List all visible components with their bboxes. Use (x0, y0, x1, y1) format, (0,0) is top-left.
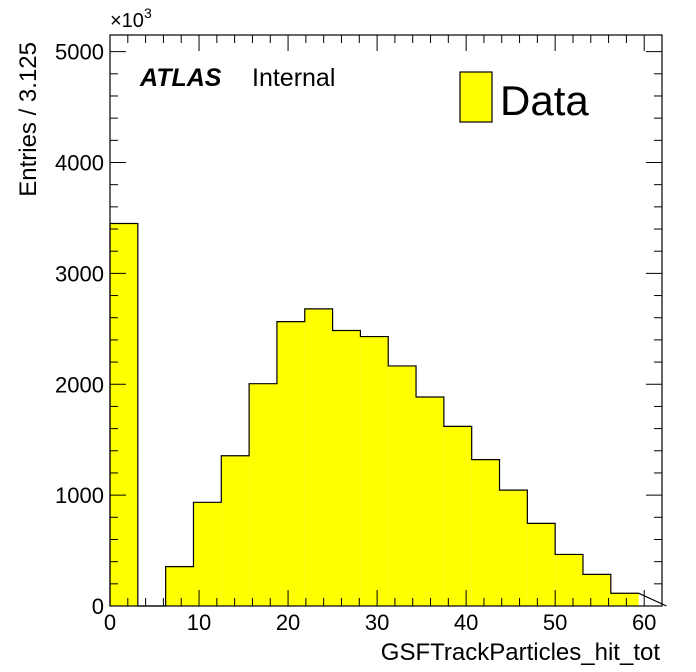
histogram-bar (332, 330, 361, 606)
histogram-bar (249, 383, 277, 606)
histogram-outline (109, 222, 667, 607)
histogram-bar (165, 566, 194, 606)
histogram-bar (499, 490, 528, 606)
histogram-bar (555, 554, 583, 606)
x-tick-label: 20 (276, 610, 300, 635)
x-axis-title: GSFTrackParticles_hit_tot (381, 639, 661, 666)
histogram-bar (610, 593, 639, 606)
x-tick-label: 30 (365, 610, 389, 635)
plot-frame (109, 34, 663, 607)
y-tick-label: 0 (92, 594, 104, 619)
histogram-bar (221, 455, 250, 606)
histogram-bars (109, 222, 667, 607)
histogram-bar (582, 574, 611, 606)
y-tick-label: 1000 (55, 483, 104, 508)
histogram-bar (110, 223, 138, 606)
histogram-bar (360, 336, 389, 606)
x-tick-label: 0 (104, 610, 116, 635)
axis-ticks (109, 35, 663, 607)
legend-label: Data (500, 77, 589, 124)
x-tick-label: 60 (632, 610, 656, 635)
legend-swatch (459, 71, 493, 123)
histogram-bar (304, 308, 333, 606)
atlas-label: ATLAS (139, 64, 222, 92)
histogram-bar (471, 459, 500, 606)
y-tick-label: 4000 (55, 151, 104, 176)
histogram-bar (416, 397, 444, 606)
x-tick-label: 10 (187, 610, 211, 635)
histogram-bar (388, 365, 417, 606)
y-tick-label: 2000 (55, 372, 104, 397)
x-tick-label: 40 (454, 610, 478, 635)
internal-label: Internal (252, 64, 335, 92)
y-tick-label: 5000 (55, 40, 104, 65)
histogram-bar (276, 321, 305, 606)
histogram-bar (443, 426, 472, 606)
y-axis-title: Entries / 3.125 (15, 42, 42, 197)
tick-labels: 0 10 20 30 40 50 60 0 1000 2000 3000 4000 5000 (55, 40, 656, 635)
x-tick-label: 50 (543, 610, 567, 635)
y-tick-label: 3000 (55, 261, 104, 286)
y-axis-multiplier: ×103 (110, 5, 152, 32)
histogram-bar (193, 502, 222, 606)
histogram-bar (527, 523, 556, 606)
